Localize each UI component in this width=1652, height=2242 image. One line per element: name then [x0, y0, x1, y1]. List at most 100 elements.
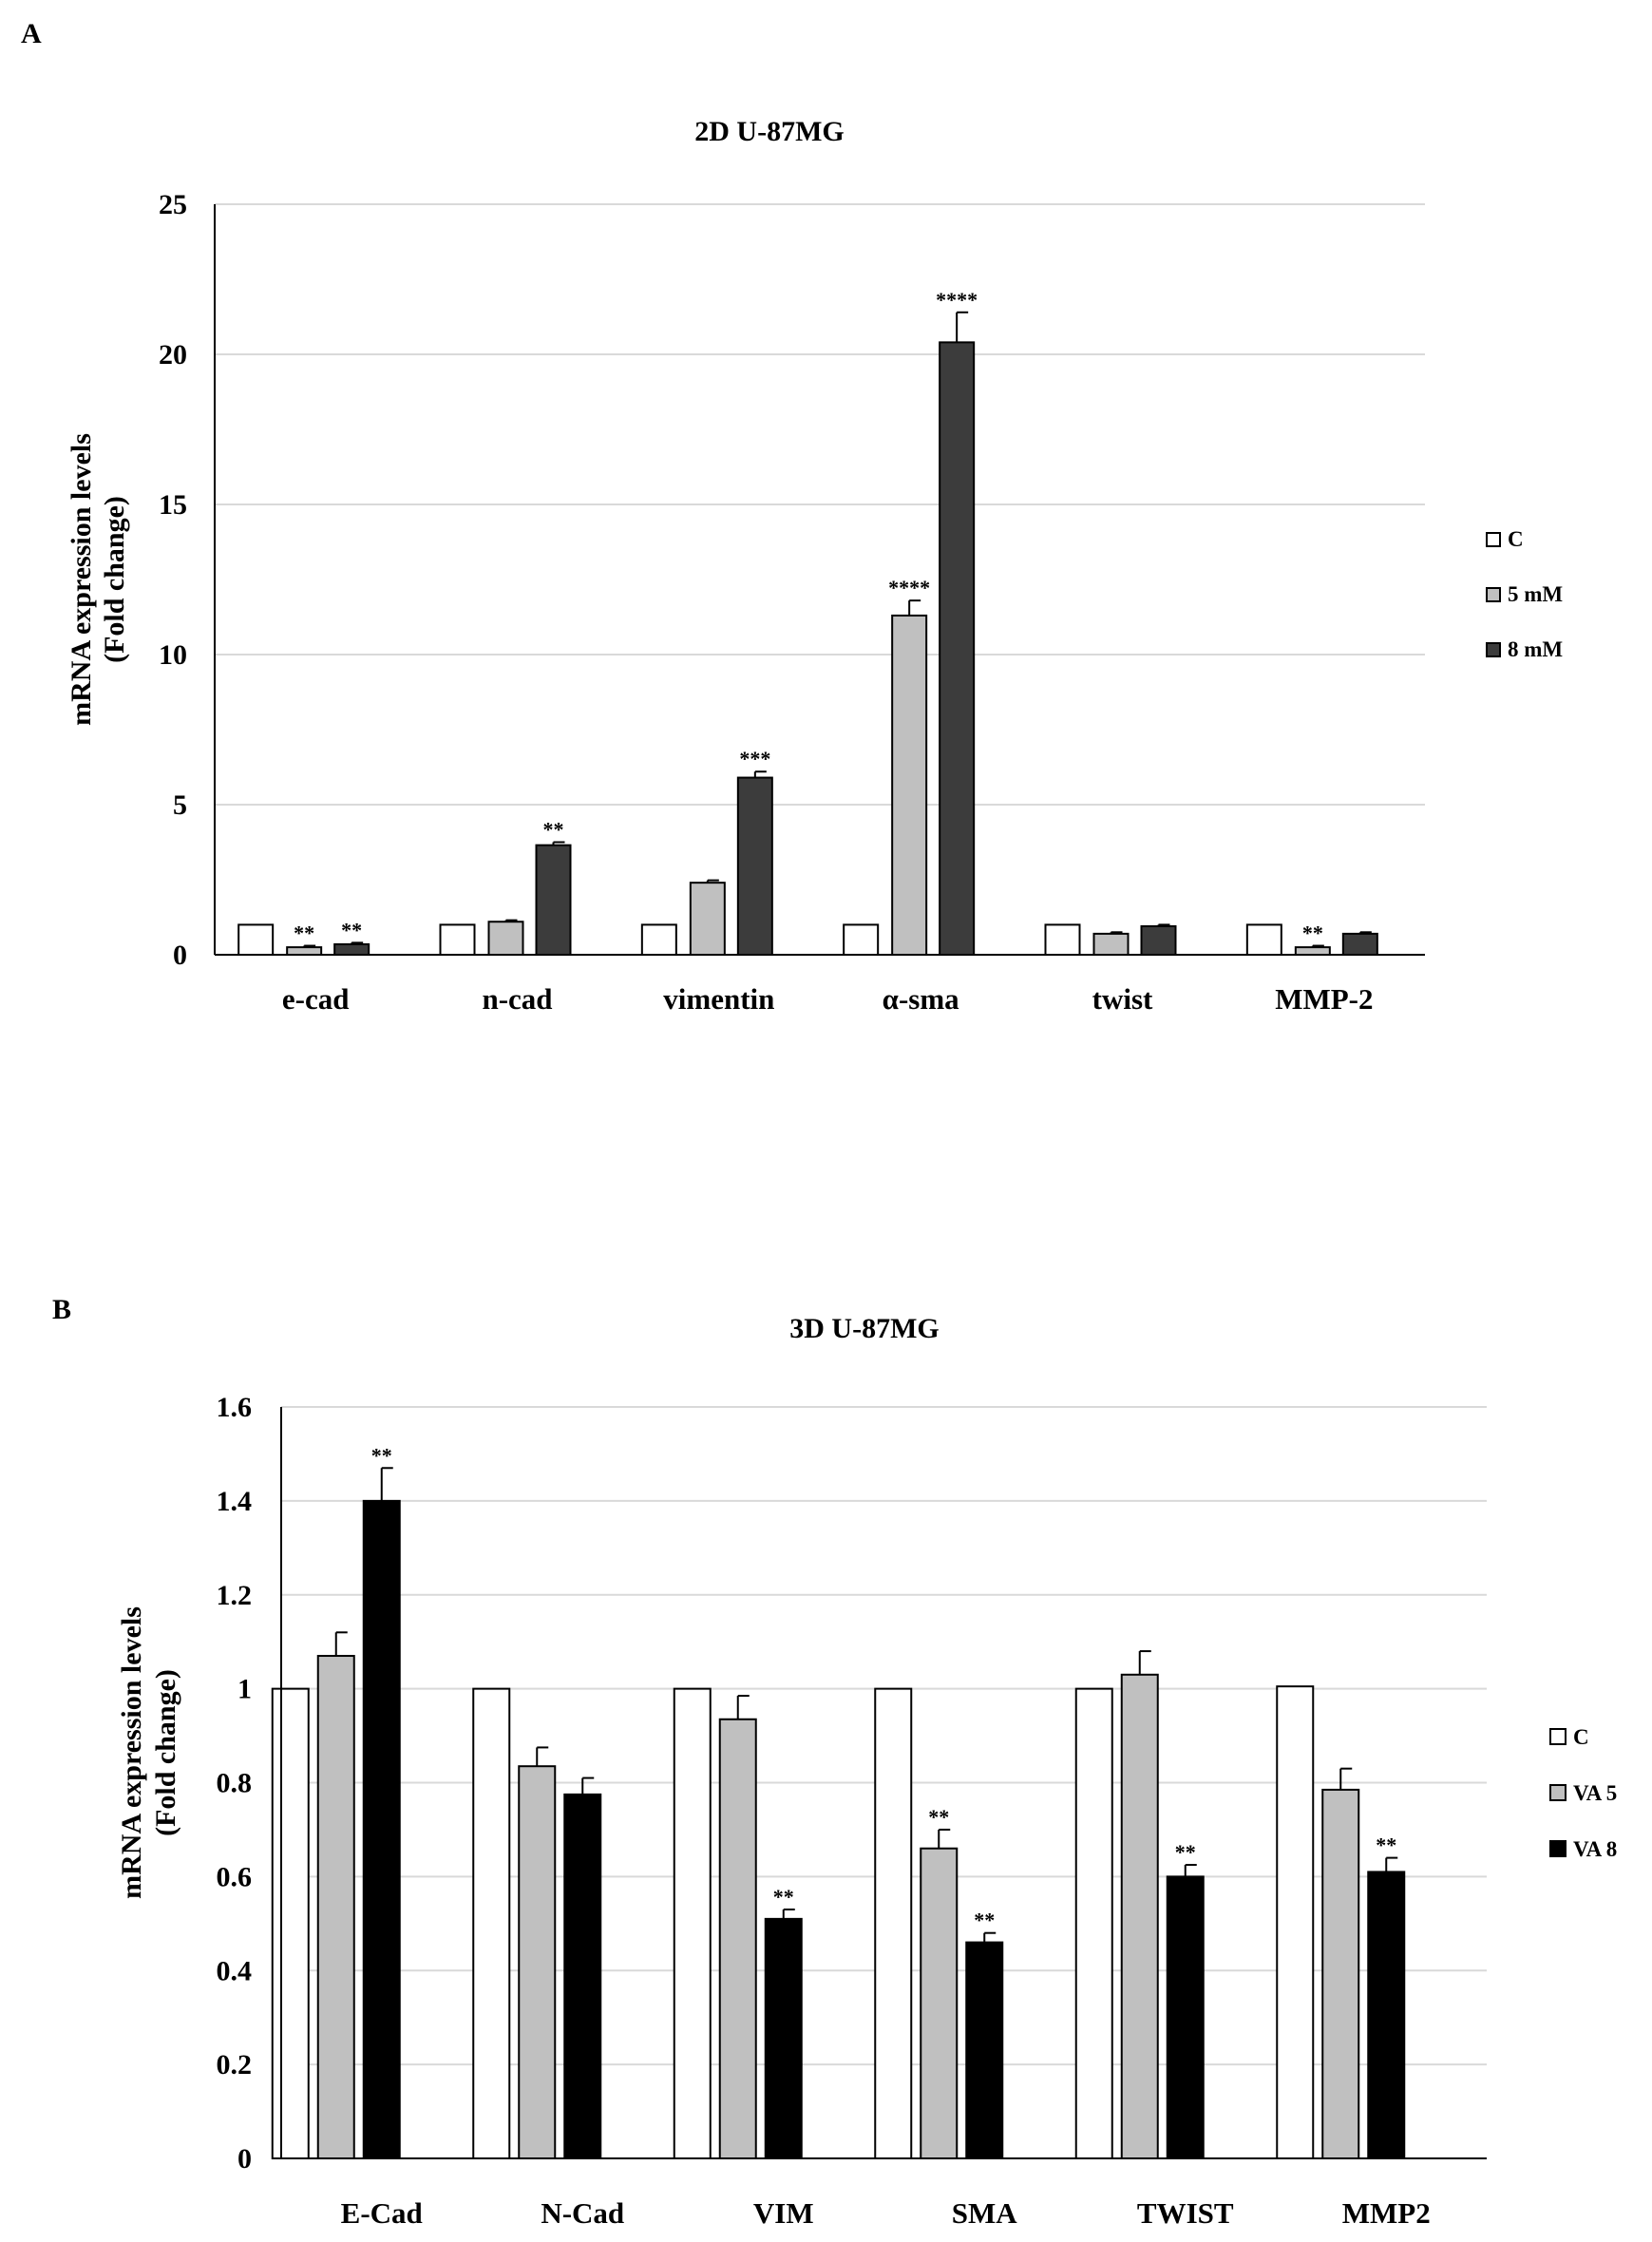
y-tick-label: 0.6 — [217, 1861, 253, 1892]
panel-b: B 3D U-87MG mRNA expression levels (Fold… — [52, 1294, 1617, 2230]
y-tick-label: 5 — [173, 789, 187, 821]
bar-va-8 — [362, 1499, 401, 2159]
bar-va-8 — [1166, 1875, 1205, 2159]
significance-label: *** — [739, 747, 770, 770]
panel-a: A 2D U-87MG mRNA expression levels (Fold… — [21, 18, 1563, 1016]
y-tick-label: 20 — [159, 339, 187, 370]
x-tick-label: SMA — [952, 2196, 1018, 2230]
legend-swatch — [1549, 1840, 1567, 1857]
bar-8-mm — [736, 776, 773, 956]
y-tick-label: 0.4 — [217, 1955, 253, 1986]
bar-va-8 — [965, 1941, 1004, 2160]
y-tick-label: 0.8 — [217, 1768, 253, 1799]
significance-label: ** — [928, 1805, 949, 1829]
bar-8-mm — [939, 341, 976, 956]
y-tick-label: 0 — [173, 940, 187, 971]
y-tick-label: 1 — [237, 1674, 252, 1705]
bar-va-5 — [1120, 1673, 1159, 2159]
legend-swatch — [1486, 642, 1501, 657]
y-tick-label: 15 — [159, 489, 187, 521]
bar-c — [1074, 1687, 1113, 2159]
x-tick-label: α-sma — [883, 982, 960, 1016]
bar-5-mm — [487, 921, 524, 956]
y-axis-label-a-line2: (Fold change) — [99, 496, 130, 663]
significance-label: **** — [888, 576, 930, 599]
bars-a: ** ***************** — [237, 288, 1378, 957]
bar-5-mm — [891, 614, 928, 956]
legend-label: 5 mM — [1508, 582, 1563, 606]
bar-va-5 — [920, 1847, 959, 2160]
bar-c — [237, 923, 275, 957]
legend-swatch — [1486, 532, 1501, 547]
significance-label: ** — [543, 818, 564, 842]
significance-label: ** — [1376, 1834, 1396, 1857]
bar-5-mm — [1092, 932, 1130, 957]
axes-b: 0 0.2 0.4 0.6 0.8 1 1.2 1.4 1.6 E-Cad N-Cad VIM SMA T… — [217, 1392, 1487, 2230]
gridlines-a — [215, 203, 1425, 806]
legend-label: 8 mM — [1508, 637, 1563, 661]
bar-8-mm — [535, 844, 572, 956]
chart-title-b: 3D U-87MG — [789, 1313, 939, 1344]
bar-va-5 — [718, 1718, 757, 2160]
legend-a: C 5 mM 8 mM — [1486, 527, 1563, 661]
bar-8-mm — [1140, 924, 1177, 956]
significance-label: ** — [371, 1443, 392, 1467]
legend-b: C VA 5 VA 8 — [1549, 1725, 1617, 1861]
x-tick-label: TWIST — [1137, 2196, 1234, 2230]
significance-label: ** — [341, 918, 362, 941]
axes-a: 0 5 10 15 20 25 e-cad n-cad vimentin α-sma twist MM… — [159, 189, 1425, 1016]
y-tick-label: 1.6 — [217, 1392, 253, 1423]
y-axis-label-a-line1: mRNA expression levels — [66, 433, 97, 726]
bars-b: ** ** ** ** ** ** — [271, 1443, 1406, 2160]
bar-8-mm — [333, 942, 370, 957]
legend-swatch — [1486, 587, 1501, 602]
bar-va-5 — [316, 1655, 355, 2160]
bar-c — [1245, 923, 1282, 957]
x-tick-label: vimentin — [663, 982, 774, 1016]
legend-swatch — [1549, 1728, 1567, 1745]
bar-va-8 — [764, 1917, 803, 2160]
y-tick-label: 1.4 — [217, 1486, 253, 1517]
y-axis-label-b-line2: (Fold change) — [150, 1669, 181, 1836]
x-tick-label: E-Cad — [341, 2196, 423, 2230]
bar-va-5 — [1321, 1788, 1360, 2160]
x-tick-label: twist — [1092, 982, 1153, 1016]
bar-c — [673, 1687, 712, 2159]
bar-c — [472, 1687, 511, 2159]
bar-c — [843, 923, 880, 957]
significance-label: ** — [974, 1909, 995, 1932]
bar-c — [874, 1687, 913, 2159]
panel-label-a: A — [21, 18, 42, 49]
bar-c — [439, 923, 476, 957]
x-tick-label: MMP2 — [1342, 2196, 1431, 2230]
bar-c — [640, 923, 677, 957]
legend-label: C — [1573, 1725, 1589, 1749]
legend-label: VA 8 — [1573, 1837, 1617, 1861]
significance-label: ** — [773, 1885, 794, 1909]
legend-label: C — [1508, 527, 1524, 551]
y-tick-label: 25 — [159, 189, 187, 220]
significance-label: ** — [294, 922, 314, 945]
bar-c — [1276, 1685, 1315, 2159]
x-tick-label: N-Cad — [541, 2196, 624, 2230]
y-tick-label: 10 — [159, 639, 187, 671]
bar-va-8 — [563, 1793, 602, 2159]
legend-swatch — [1549, 1784, 1567, 1801]
y-tick-label: 0.2 — [217, 2049, 253, 2080]
y-axis-label-b-line1: mRNA expression levels — [116, 1606, 147, 1899]
x-tick-label: MMP-2 — [1275, 982, 1373, 1016]
bar-va-8 — [1367, 1871, 1406, 2160]
bar-va-5 — [518, 1765, 557, 2160]
chart-title-a: 2D U-87MG — [694, 116, 844, 147]
significance-label: ** — [1175, 1840, 1196, 1864]
y-tick-label: 1.2 — [217, 1580, 253, 1611]
x-tick-label: n-cad — [482, 982, 552, 1016]
bar-8-mm — [1341, 932, 1378, 957]
significance-label: **** — [936, 288, 978, 312]
legend-label: VA 5 — [1573, 1781, 1617, 1805]
y-tick-label: 0 — [237, 2143, 252, 2175]
x-tick-label: VIM — [753, 2196, 814, 2230]
bar-5-mm — [286, 946, 323, 956]
x-tick-label: e-cad — [282, 982, 350, 1016]
